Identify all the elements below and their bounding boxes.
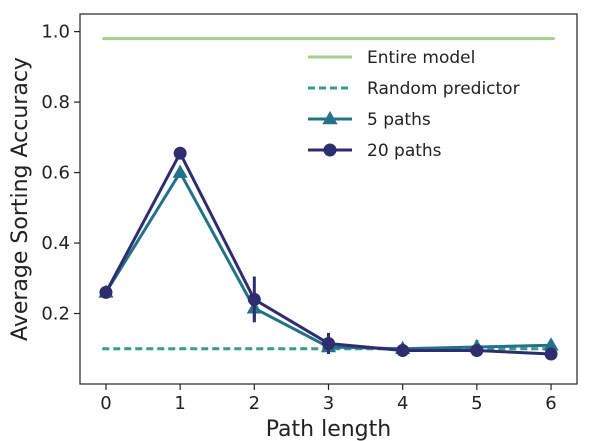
x-tick-label: 5 xyxy=(471,393,482,414)
data-point xyxy=(173,146,187,160)
x-tick-label: 1 xyxy=(174,393,185,414)
data-point xyxy=(396,344,410,358)
y-tick-label: 0.6 xyxy=(41,163,70,184)
axes-layer: 0 1 2 3 4 5 6 0.2 0.4 0.6 0.8 1.0 xyxy=(41,13,578,414)
y-tick-label: 0.2 xyxy=(41,304,70,325)
y-tick-label: 0.8 xyxy=(41,92,70,113)
data-point xyxy=(470,344,484,358)
x-axis-title: Path length xyxy=(266,417,391,441)
x-tick-label: 6 xyxy=(545,393,556,414)
data-point xyxy=(247,292,261,306)
x-tick-label: 4 xyxy=(397,393,408,414)
legend-item: Entire model xyxy=(308,48,475,68)
data-point xyxy=(99,285,113,299)
y-axis-title: Average Sorting Accuracy xyxy=(8,57,33,341)
legend-label: Entire model xyxy=(367,48,475,68)
legend-item: 20 paths xyxy=(308,141,442,161)
data-point xyxy=(322,336,335,350)
y-tick-label: 1.0 xyxy=(41,22,70,43)
legend-marker xyxy=(322,111,338,125)
x-tick-label: 3 xyxy=(323,393,334,414)
series-line-2 xyxy=(104,171,552,351)
legend-label: 20 paths xyxy=(367,141,442,161)
data-point xyxy=(172,164,188,178)
legend-label: Random predictor xyxy=(367,79,520,99)
x-tick-label: 0 xyxy=(100,393,111,414)
legend-marker xyxy=(323,143,337,157)
data-layer xyxy=(98,37,559,361)
x-tick-label: 2 xyxy=(249,393,260,414)
legend-item: 5 paths xyxy=(308,110,431,130)
legend: Entire model Random predictor 5 paths 20 pa… xyxy=(308,48,520,161)
data-point xyxy=(544,347,558,361)
legend-item: Random predictor xyxy=(308,79,520,99)
legend-label: 5 paths xyxy=(367,110,431,130)
y-tick-label: 0.4 xyxy=(41,233,70,254)
data-point xyxy=(543,337,559,351)
